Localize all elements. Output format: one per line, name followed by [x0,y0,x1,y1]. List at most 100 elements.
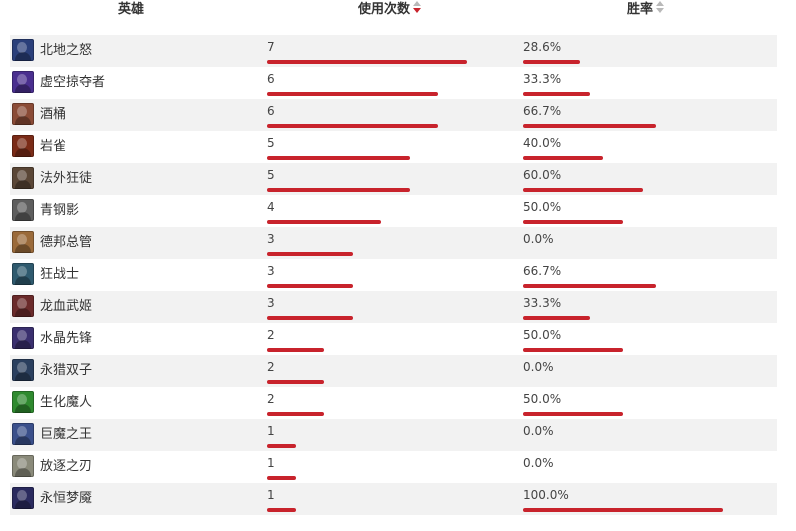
winrate-value: 28.6% [523,40,562,54]
hero-name[interactable]: 水晶先锋 [40,331,93,346]
table-row[interactable]: 水晶先锋 2 50.0% [10,323,777,355]
table-row[interactable]: 法外狂徒 5 60.0% [10,163,777,195]
table-row[interactable]: 龙血武姬 3 33.3% [10,291,777,323]
winrate-value: 40.0% [523,136,562,150]
uses-value: 2 [267,360,275,374]
champion-portrait-icon[interactable] [12,391,34,413]
uses-bar [267,508,296,512]
winrate-bar [523,220,623,224]
hero-name[interactable]: 青钢影 [40,203,80,218]
uses-cell: 2 [267,387,507,419]
uses-value: 2 [267,328,275,342]
winrate-cell: 33.3% [523,67,773,99]
hero-name[interactable]: 法外狂徒 [40,171,93,186]
table-row[interactable]: 巨魔之王 1 0.0% [10,419,777,451]
uses-column-header[interactable]: 使用次数 [358,0,422,20]
champion-portrait-icon[interactable] [12,423,34,445]
winrate-bar [523,284,656,288]
table-row[interactable]: 青钢影 4 50.0% [10,195,777,227]
uses-bar [267,60,467,64]
champion-portrait-icon[interactable] [12,487,34,509]
hero-name[interactable]: 德邦总管 [40,235,93,250]
champion-portrait-icon[interactable] [12,167,34,189]
uses-bar [267,316,353,320]
table-row[interactable]: 虚空掠夺者 6 33.3% [10,67,777,99]
champion-portrait-icon[interactable] [12,71,34,93]
uses-cell: 1 [267,483,507,515]
hero-name[interactable]: 岩雀 [40,139,67,154]
table-row[interactable]: 狂战士 3 66.7% [10,259,777,291]
hero-name[interactable]: 永猎双子 [40,363,93,378]
winrate-bar [523,316,590,320]
uses-cell: 6 [267,99,507,131]
winrate-bar [523,124,656,128]
winrate-bar [523,508,723,512]
hero-name[interactable]: 巨魔之王 [40,427,93,442]
uses-bar [267,188,410,192]
hero-name[interactable]: 虚空掠夺者 [40,75,106,90]
uses-value: 5 [267,168,275,182]
champion-portrait-icon[interactable] [12,231,34,253]
uses-value: 1 [267,424,275,438]
table-header: 英雄 使用次数 胜率 [0,0,796,22]
champion-portrait-icon[interactable] [12,39,34,61]
hero-name[interactable]: 狂战士 [40,267,80,282]
champion-portrait-icon[interactable] [12,103,34,125]
uses-value: 6 [267,72,275,86]
table-row[interactable]: 放逐之刃 1 0.0% [10,451,777,483]
uses-value: 3 [267,296,275,310]
winrate-bar [523,348,623,352]
hero-name[interactable]: 酒桶 [40,107,67,122]
table-row[interactable]: 生化魔人 2 50.0% [10,387,777,419]
sort-descending-icon[interactable] [413,1,422,15]
winrate-value: 60.0% [523,168,562,182]
winrate-cell: 0.0% [523,227,773,259]
table-row[interactable]: 岩雀 5 40.0% [10,131,777,163]
winrate-cell: 33.3% [523,291,773,323]
champion-portrait-icon[interactable] [12,135,34,157]
winrate-column-header[interactable]: 胜率 [627,0,665,20]
hero-name[interactable]: 永恒梦魇 [40,491,93,506]
winrate-value: 50.0% [523,392,562,406]
winrate-bar [523,92,590,96]
winrate-cell: 50.0% [523,323,773,355]
winrate-value: 33.3% [523,296,562,310]
uses-cell: 3 [267,227,507,259]
uses-cell: 3 [267,259,507,291]
hero-name[interactable]: 龙血武姬 [40,299,93,314]
hero-name[interactable]: 北地之怒 [40,43,93,58]
table-row[interactable]: 德邦总管 3 0.0% [10,227,777,259]
champion-portrait-icon[interactable] [12,199,34,221]
uses-value: 4 [267,200,275,214]
winrate-value: 0.0% [523,360,554,374]
hero-name[interactable]: 放逐之刃 [40,459,93,474]
table-row[interactable]: 酒桶 6 66.7% [10,99,777,131]
champion-portrait-icon[interactable] [12,455,34,477]
table-row[interactable]: 永恒梦魇 1 100.0% [10,483,777,515]
uses-cell: 7 [267,35,507,67]
uses-cell: 4 [267,195,507,227]
uses-value: 6 [267,104,275,118]
hero-stats-table: 北地之怒 7 28.6% 虚空掠夺者 6 33.3% 酒桶 6 66.7% 岩雀 5 40.0% 法外狂… [10,35,777,515]
winrate-bar [523,188,643,192]
table-row[interactable]: 永猎双子 2 0.0% [10,355,777,387]
winrate-bar [523,412,623,416]
uses-bar [267,220,381,224]
uses-bar [267,252,353,256]
winrate-value: 50.0% [523,200,562,214]
winrate-cell: 50.0% [523,195,773,227]
table-row[interactable]: 北地之怒 7 28.6% [10,35,777,67]
winrate-cell: 66.7% [523,259,773,291]
uses-value: 2 [267,392,275,406]
champion-portrait-icon[interactable] [12,359,34,381]
winrate-value: 66.7% [523,264,562,278]
sort-icon[interactable] [656,1,665,15]
winrate-bar [523,156,603,160]
champion-portrait-icon[interactable] [12,263,34,285]
uses-cell: 1 [267,451,507,483]
champion-portrait-icon[interactable] [12,327,34,349]
winrate-cell: 66.7% [523,99,773,131]
hero-name[interactable]: 生化魔人 [40,395,93,410]
uses-cell: 3 [267,291,507,323]
champion-portrait-icon[interactable] [12,295,34,317]
